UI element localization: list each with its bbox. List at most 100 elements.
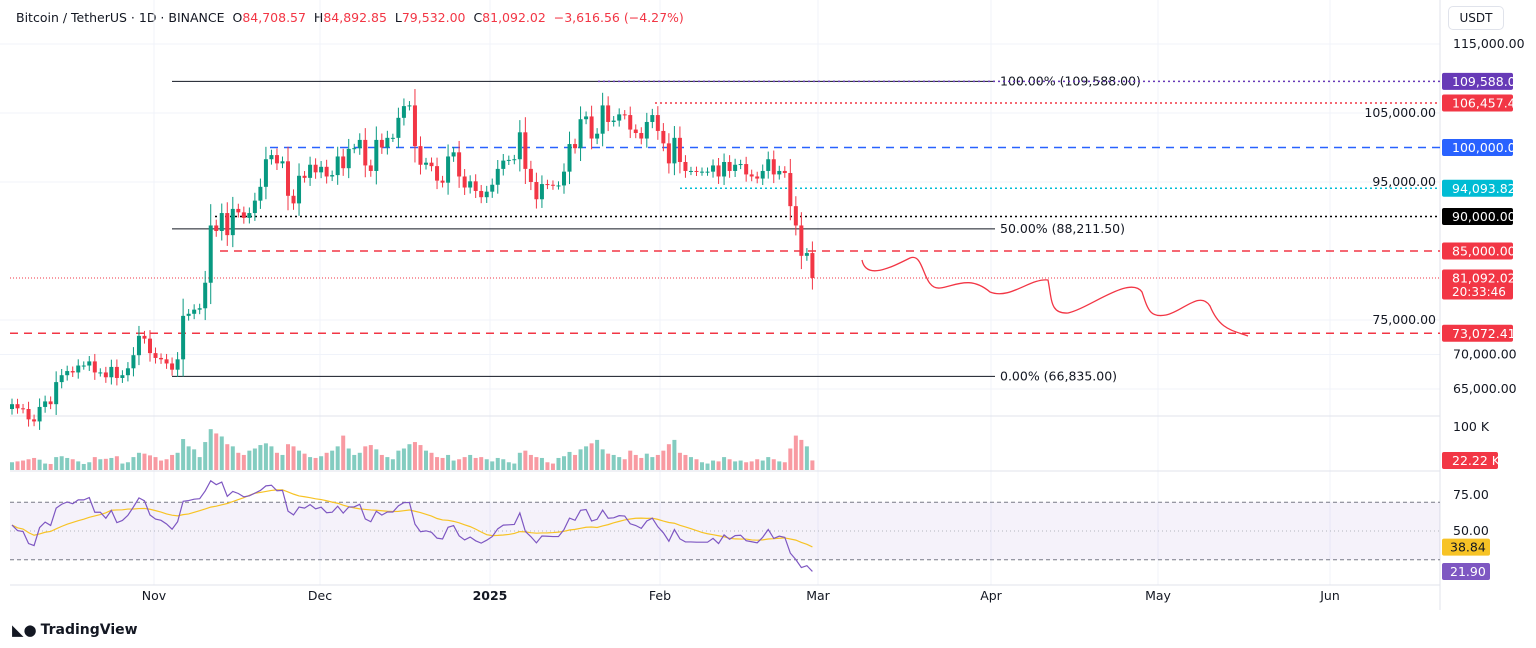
price-level-tag <box>1442 208 1513 225</box>
volume-bar <box>346 448 351 470</box>
volume-bar <box>208 429 213 470</box>
volume-bar <box>567 451 572 470</box>
volume-bar <box>523 450 528 470</box>
fib-label: 100.00% (109,588.00) <box>1000 73 1141 88</box>
fib-label: 0.00% (66,835.00) <box>1000 368 1117 383</box>
volume-bar <box>379 454 384 470</box>
price-level-tag <box>1442 72 1513 90</box>
candle-body <box>401 106 406 118</box>
candle-body <box>70 371 75 373</box>
volume-bar <box>291 446 296 470</box>
volume-bar <box>319 456 324 470</box>
symbol-title[interactable]: Bitcoin / TetherUS · 1D · BINANCE <box>16 10 225 25</box>
volume-bar <box>534 457 539 470</box>
candle-body <box>479 190 484 198</box>
brand-name: TradingView <box>40 622 138 638</box>
candle-body <box>628 115 633 130</box>
candle-body <box>197 308 202 310</box>
candle-body <box>782 170 787 174</box>
candle-body <box>517 132 522 160</box>
volume-bar <box>782 462 787 470</box>
volume-bar <box>197 457 202 470</box>
volume-bar <box>297 450 302 470</box>
candle-body <box>385 137 390 148</box>
volume-bar <box>10 462 14 470</box>
volume-bar <box>545 462 550 470</box>
candle-body <box>501 160 506 169</box>
candle-body <box>550 184 555 186</box>
candle-body <box>76 365 81 373</box>
candle-body <box>578 119 583 149</box>
volume-bar <box>501 459 506 470</box>
volume-bar <box>32 457 37 470</box>
currency-button[interactable]: USDT <box>1448 6 1504 30</box>
volume-bar <box>539 457 544 470</box>
candle-body <box>357 139 362 149</box>
volume-bar <box>804 446 809 470</box>
volume-bar <box>738 460 743 470</box>
volume-bar <box>424 450 428 470</box>
volume-bar <box>512 463 517 470</box>
volume-bar <box>484 459 489 470</box>
candle-body <box>528 168 533 182</box>
volume-bar <box>192 449 197 470</box>
volume-bar <box>357 452 362 470</box>
candle-body <box>705 171 710 173</box>
time-tick-label: Nov <box>142 588 167 603</box>
volume-bar <box>766 457 771 470</box>
candle-body <box>159 357 164 360</box>
volume-bar <box>688 457 693 470</box>
volume-bar <box>170 454 175 470</box>
candle-body <box>247 213 252 218</box>
volume-bar <box>661 450 666 470</box>
volume-bar <box>810 460 815 470</box>
volume-bar <box>324 452 329 470</box>
candle-body <box>661 130 666 144</box>
price-level-label: 81,092.02 <box>1452 270 1516 285</box>
price-tick-label: 115,000.00 <box>1453 36 1525 51</box>
price-level-tag <box>1442 324 1513 342</box>
volume-bar <box>705 463 710 470</box>
candle-body <box>711 165 716 172</box>
price-level-tag <box>1442 139 1513 156</box>
volume-bar <box>153 457 158 470</box>
volume-bar <box>639 457 644 470</box>
candle-body <box>252 200 257 214</box>
volume-bar <box>148 455 152 470</box>
volume-bar <box>446 454 451 470</box>
volume-bar <box>429 452 434 470</box>
candle-body <box>506 159 511 161</box>
volume-bar <box>600 449 605 470</box>
candle-body <box>32 419 37 422</box>
price-level-tag <box>1442 179 1513 197</box>
candle-body <box>650 115 655 122</box>
candle-body <box>280 161 285 164</box>
low-label: L <box>394 10 402 25</box>
candle-body <box>512 159 517 161</box>
volume-bar <box>683 454 688 470</box>
candle-body <box>131 355 136 369</box>
volume-bar <box>633 454 638 470</box>
candle-body <box>302 175 307 178</box>
candle-body <box>368 165 373 171</box>
volume-bar <box>247 450 252 470</box>
volume-bar <box>230 446 235 470</box>
candle-body <box>98 372 103 374</box>
volume-bar <box>341 435 346 470</box>
candle-body <box>43 401 48 407</box>
candle-body <box>523 132 528 169</box>
candle-body <box>688 170 693 172</box>
candle-body <box>771 159 776 175</box>
candle-body <box>490 184 495 192</box>
volume-bar <box>120 463 125 470</box>
candle-body <box>788 173 793 207</box>
tradingview-logo[interactable]: ◣● TradingView <box>12 621 138 639</box>
high-value: 84,892.85 <box>323 10 387 25</box>
volume-bar <box>495 457 500 470</box>
volume-bar <box>48 463 53 470</box>
volume-bar <box>617 457 622 470</box>
candle-body <box>230 208 235 236</box>
volume-bar <box>396 450 401 470</box>
rsi-label: 21.90 <box>1450 564 1486 579</box>
